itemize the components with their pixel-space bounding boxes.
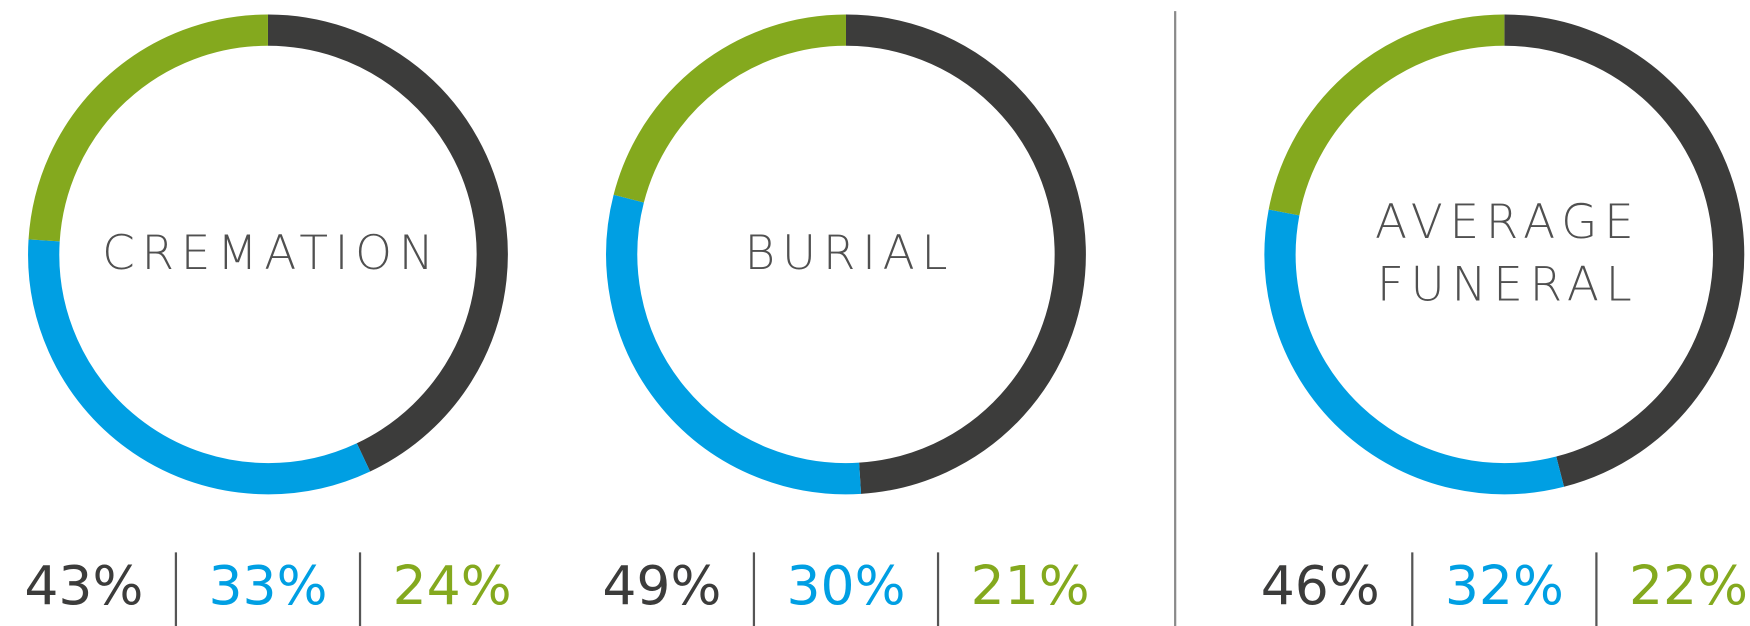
donut-segment xyxy=(1264,209,1564,495)
value-label: 49% xyxy=(602,554,721,617)
value-label: 32% xyxy=(1445,554,1564,617)
value-label: 43% xyxy=(24,554,143,617)
value-label: 24% xyxy=(393,554,512,617)
value-label: 22% xyxy=(1629,554,1748,617)
value-label: 46% xyxy=(1261,554,1380,617)
value-label: 33% xyxy=(208,554,327,617)
donut-title: CREMATION xyxy=(102,227,440,281)
value-label: 21% xyxy=(971,554,1090,617)
value-label: 30% xyxy=(786,554,905,617)
donut-segment xyxy=(606,194,862,495)
donut-title: BURIAL xyxy=(744,227,954,281)
donut-segment xyxy=(28,239,371,495)
donut-segment xyxy=(28,14,269,242)
donut-segment xyxy=(267,14,508,472)
donut-title: FUNERAL xyxy=(1377,258,1639,312)
donut-title: AVERAGE xyxy=(1375,196,1640,250)
donut-segment xyxy=(1268,14,1505,216)
donut-segment xyxy=(1504,14,1745,487)
donut-segment xyxy=(845,14,1086,494)
donut-segment xyxy=(613,14,847,203)
